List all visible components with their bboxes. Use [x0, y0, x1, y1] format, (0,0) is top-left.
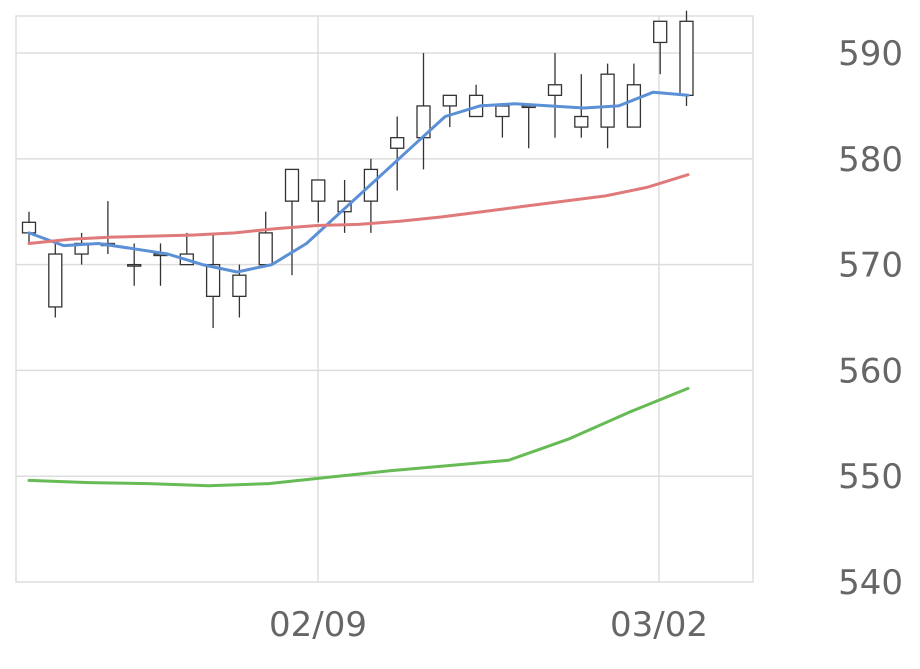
candle-body	[311, 179, 326, 202]
x-axis-ticks: 02/09 03/02	[269, 605, 708, 645]
candle-body	[21, 221, 37, 234]
y-tick-label: 570	[838, 246, 903, 286]
candle-body	[390, 137, 405, 149]
moving-average-line	[27, 90, 690, 274]
candle-body	[127, 263, 142, 267]
candle-body	[547, 84, 563, 96]
y-tick-label: 590	[838, 34, 903, 74]
grid	[15, 15, 754, 583]
y-tick-label: 550	[838, 457, 903, 497]
candles	[21, 10, 694, 329]
candle-body	[574, 115, 589, 128]
candle-body	[495, 105, 510, 118]
candle-body	[442, 94, 457, 107]
candle-body	[626, 84, 642, 128]
moving-average-lines	[27, 90, 690, 488]
candle-body	[337, 200, 352, 213]
candle-body	[232, 274, 247, 298]
candle-body	[258, 232, 273, 266]
y-tick-label: 540	[838, 563, 903, 603]
x-tick-label: 02/09	[269, 605, 367, 645]
moving-average-line	[27, 386, 690, 488]
candle-body	[48, 253, 63, 308]
candle-body	[653, 20, 668, 44]
candle-body	[600, 73, 615, 128]
moving-average-line	[27, 173, 690, 245]
y-axis-ticks: 540 550 560 570 580 590	[838, 34, 903, 603]
candle-body	[679, 20, 694, 96]
y-tick-label: 580	[838, 140, 903, 180]
x-tick-label: 03/02	[610, 605, 708, 645]
y-tick-label: 560	[838, 351, 903, 391]
plot-frame	[15, 15, 754, 583]
candle-body	[284, 168, 300, 202]
candle-body	[205, 263, 221, 298]
